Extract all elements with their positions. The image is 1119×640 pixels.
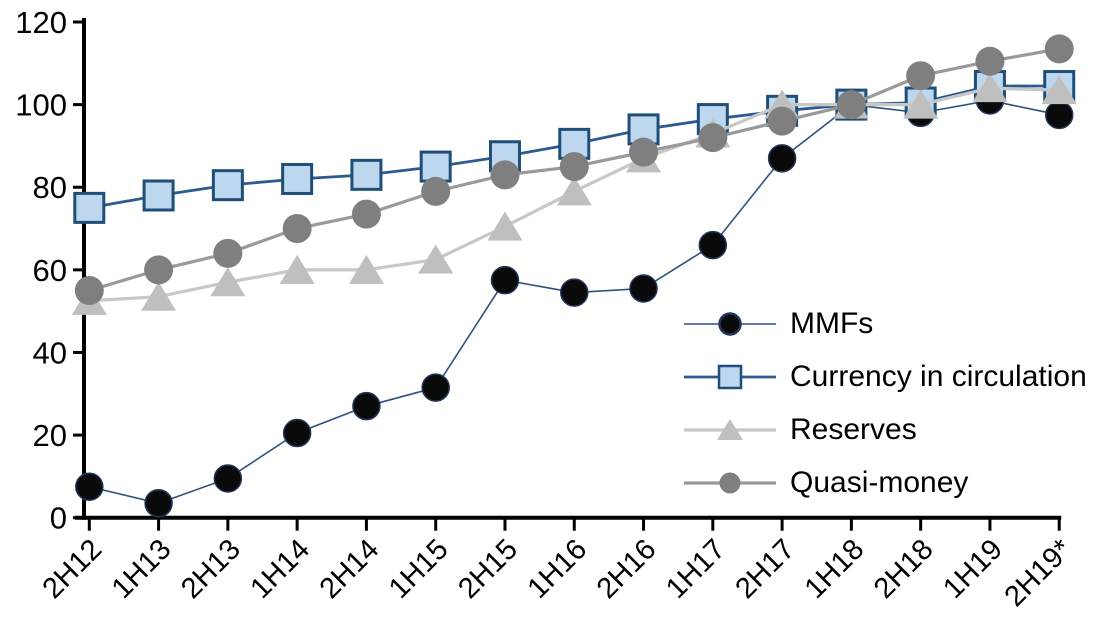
x-tick-label: 1H16	[522, 533, 594, 605]
mmfs-circle-marker-icon	[684, 311, 776, 336]
quasi-money-circle-marker	[629, 137, 659, 167]
x-tick-label: 1H13	[106, 533, 178, 605]
y-tick-label: 120	[15, 5, 67, 40]
reserves-triangle-marker	[972, 73, 1008, 103]
legend-item-mmfs: MMFs	[684, 297, 1087, 350]
y-tick-label: 0	[50, 501, 67, 536]
reserves-triangle-marker	[418, 244, 454, 274]
x-tick-label: 1H18	[799, 533, 871, 605]
mmfs-circle-marker	[282, 418, 312, 448]
x-tick-label: 2H12	[37, 533, 109, 605]
legend-label-reserves: Reserves	[790, 412, 917, 446]
quasi-money-circle-marker	[698, 123, 728, 153]
mmfs-circle-marker	[75, 472, 104, 501]
legend-item-currency-in-circulation: Currency in circulation	[684, 350, 1087, 403]
quasi-money-circle-marker	[74, 276, 104, 306]
legend-item-quasi-money: Quasi-money	[684, 456, 1087, 509]
reserves-triangle-marker	[903, 89, 939, 119]
quasi-money-circle-marker	[836, 90, 866, 120]
mmfs-circle-marker	[629, 274, 658, 303]
reserves-triangle-marker	[487, 211, 523, 241]
quasi-money-circle-marker	[975, 46, 1005, 76]
currency-square-marker-icon	[684, 364, 776, 389]
y-tick-label: 80	[33, 170, 67, 205]
mmfs-circle-marker	[213, 464, 243, 493]
x-tick-label: 2H16	[591, 533, 663, 605]
mmfs-circle-marker	[144, 488, 173, 518]
reserves-triangle-marker	[556, 176, 592, 206]
x-tick-label: 1H17	[660, 533, 732, 605]
x-tick-label: 2H14	[314, 533, 386, 605]
reserves-triangle-marker	[210, 267, 246, 297]
mmfs-circle-marker	[352, 391, 381, 421]
quasi-money-circle-marker-icon	[684, 472, 776, 493]
x-tick-label: 2H15	[452, 533, 524, 605]
y-tick-label: 60	[33, 253, 67, 288]
reserves-triangle-marker	[279, 254, 315, 284]
quasi-money-circle-marker	[282, 214, 312, 244]
currency-square-marker	[350, 158, 383, 191]
quasi-money-circle-marker	[490, 160, 520, 190]
quasi-money-circle-marker	[213, 238, 243, 268]
x-tick-label: 1H19	[937, 533, 1009, 605]
currency-square-marker	[281, 162, 314, 195]
y-tick-label: 100	[15, 88, 67, 123]
reserves-triangle-marker	[141, 281, 177, 311]
chart-legend: MMFs Currency in circulation Reserves Qu…	[684, 297, 1087, 509]
y-tick-label: 20	[33, 418, 67, 453]
mmfs-circle-marker	[767, 144, 797, 173]
x-tick-label: 1H15	[383, 533, 455, 605]
reserves-triangle-marker	[348, 254, 384, 284]
currency-square-marker	[211, 169, 244, 202]
currency-square-marker	[73, 191, 106, 224]
y-tick-label: 40	[33, 335, 67, 370]
mmfs-circle-marker	[560, 278, 589, 307]
quasi-money-circle-marker	[906, 61, 936, 91]
x-tick-label: 2H18	[868, 533, 940, 605]
quasi-money-circle-marker	[559, 152, 589, 182]
legend-label-quasi-money: Quasi-money	[790, 465, 969, 499]
x-tick-label: 2H17	[729, 533, 801, 605]
legend-label-currency-in-circulation: Currency in circulation	[790, 359, 1087, 393]
reserves-triangle-marker	[1041, 75, 1077, 105]
currency-square-marker	[419, 150, 452, 183]
x-tick-label: 1H14	[244, 533, 316, 605]
quasi-money-circle-marker	[351, 199, 381, 229]
x-tick-label: 2H13	[175, 533, 247, 605]
mmfs-circle-marker	[1044, 100, 1074, 130]
mmfs-circle-marker	[698, 230, 728, 260]
mmfs-circle-marker	[490, 265, 520, 295]
quasi-money-circle-marker	[144, 255, 174, 285]
reserves-triangle-marker-icon	[684, 418, 776, 440]
legend-item-reserves: Reserves	[684, 403, 1087, 456]
mmfs-circle-marker	[421, 373, 450, 402]
legend-label-mmfs: MMFs	[790, 306, 874, 340]
quasi-money-circle-marker	[1044, 34, 1074, 64]
currency-square-marker	[142, 179, 175, 212]
x-tick-label: 2H19*	[999, 533, 1079, 613]
quasi-money-circle-marker	[421, 176, 451, 206]
quasi-money-circle-marker	[767, 106, 797, 136]
